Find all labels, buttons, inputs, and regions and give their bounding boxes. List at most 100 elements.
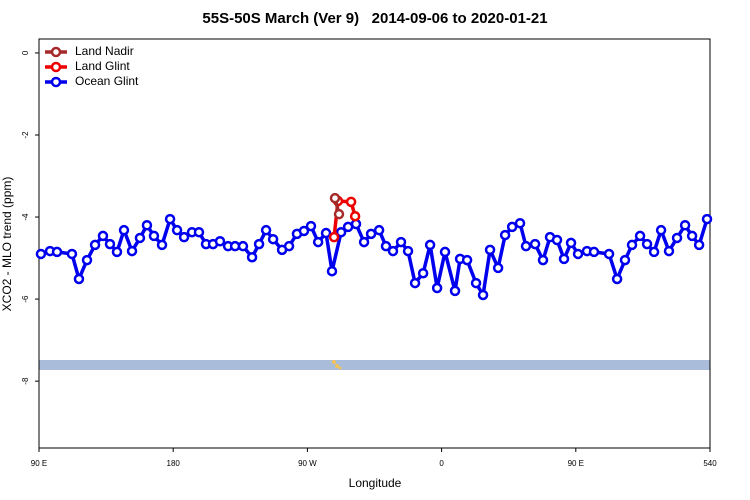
data-point xyxy=(572,248,584,260)
data-point xyxy=(693,239,705,251)
series xyxy=(328,195,361,243)
data-point xyxy=(156,239,168,251)
data-point xyxy=(551,234,563,246)
data-point xyxy=(439,246,451,258)
data-point xyxy=(312,236,324,248)
data-point xyxy=(588,246,600,258)
data-point xyxy=(470,277,482,289)
data-point xyxy=(477,289,489,301)
data-point xyxy=(305,220,317,232)
map-strip xyxy=(39,360,710,370)
x-tick-label: 0 xyxy=(439,459,444,468)
data-point xyxy=(126,245,138,257)
data-point xyxy=(111,246,123,258)
data-point xyxy=(329,192,341,204)
data-point xyxy=(35,248,47,260)
data-point xyxy=(380,240,392,252)
data-point xyxy=(358,236,370,248)
data-point xyxy=(178,231,190,243)
legend-marker xyxy=(50,46,62,58)
data-point xyxy=(260,224,272,236)
x-axis-label: Longitude xyxy=(349,476,402,490)
legend-marker xyxy=(50,61,62,73)
data-point xyxy=(118,224,130,236)
data-point xyxy=(671,232,683,244)
legend-label: Land Nadir xyxy=(75,44,134,58)
data-point xyxy=(514,217,526,229)
data-point xyxy=(499,229,511,241)
data-point xyxy=(506,221,518,233)
x-tick-label: 90 E xyxy=(568,459,584,468)
data-point xyxy=(558,253,570,265)
series xyxy=(35,213,713,301)
data-point xyxy=(395,236,407,248)
legend-label: Ocean Glint xyxy=(75,74,139,88)
data-point xyxy=(492,262,504,274)
data-point xyxy=(104,238,116,250)
data-point xyxy=(686,230,698,242)
legend-label: Land Glint xyxy=(75,59,130,73)
data-point xyxy=(641,238,653,250)
data-point xyxy=(66,248,78,260)
data-point xyxy=(214,235,226,247)
y-axis-label: XCO2 - MLO trend (ppm) xyxy=(0,177,14,312)
data-point xyxy=(51,246,63,258)
map-dot xyxy=(332,360,336,364)
data-point xyxy=(679,219,691,231)
data-point xyxy=(253,238,265,250)
data-point xyxy=(611,273,623,285)
data-point xyxy=(449,285,461,297)
x-tick-label: 90 E xyxy=(31,459,47,468)
data-point xyxy=(626,239,638,251)
data-point xyxy=(529,238,541,250)
y-tick-label: 0 xyxy=(21,50,30,55)
data-point xyxy=(283,240,295,252)
data-point xyxy=(320,227,332,239)
data-point xyxy=(349,210,361,222)
data-point xyxy=(701,213,713,225)
y-tick-label: -2 xyxy=(21,131,30,139)
y-tick-label: -6 xyxy=(21,295,30,303)
data-point xyxy=(655,224,667,236)
data-point xyxy=(333,208,345,220)
data-point xyxy=(171,224,183,236)
data-point xyxy=(565,237,577,249)
data-point xyxy=(648,246,660,258)
data-point xyxy=(402,245,414,257)
data-point xyxy=(417,267,429,279)
data-point xyxy=(298,225,310,237)
data-point xyxy=(520,240,532,252)
data-point xyxy=(328,231,340,243)
data-point xyxy=(148,230,160,242)
data-point xyxy=(73,273,85,285)
data-point xyxy=(461,254,473,266)
data-point xyxy=(484,244,496,256)
data-point xyxy=(634,230,646,242)
series xyxy=(329,192,345,220)
data-point xyxy=(267,233,279,245)
data-point xyxy=(246,251,258,263)
x-tick-label: 90 W xyxy=(298,459,317,468)
data-point xyxy=(81,254,93,266)
map-dot xyxy=(335,364,339,368)
data-point xyxy=(424,239,436,251)
data-point xyxy=(164,213,176,225)
data-point xyxy=(89,239,101,251)
x-tick-label: 180 xyxy=(167,459,181,468)
data-point xyxy=(97,230,109,242)
data-point xyxy=(345,196,357,208)
x-tick-label: 540 xyxy=(703,459,717,468)
data-point xyxy=(663,245,675,257)
legend-marker xyxy=(50,76,62,88)
y-tick-label: -8 xyxy=(21,377,30,385)
series-line xyxy=(332,199,357,238)
plot-frame xyxy=(38,38,711,449)
data-point xyxy=(193,226,205,238)
y-tick-label: -4 xyxy=(21,213,30,221)
data-point xyxy=(134,232,146,244)
data-point xyxy=(335,226,347,238)
data-point xyxy=(537,254,549,266)
chart-title: 55S-50S March (Ver 9) 2014-09-06 to 2020… xyxy=(202,10,547,27)
